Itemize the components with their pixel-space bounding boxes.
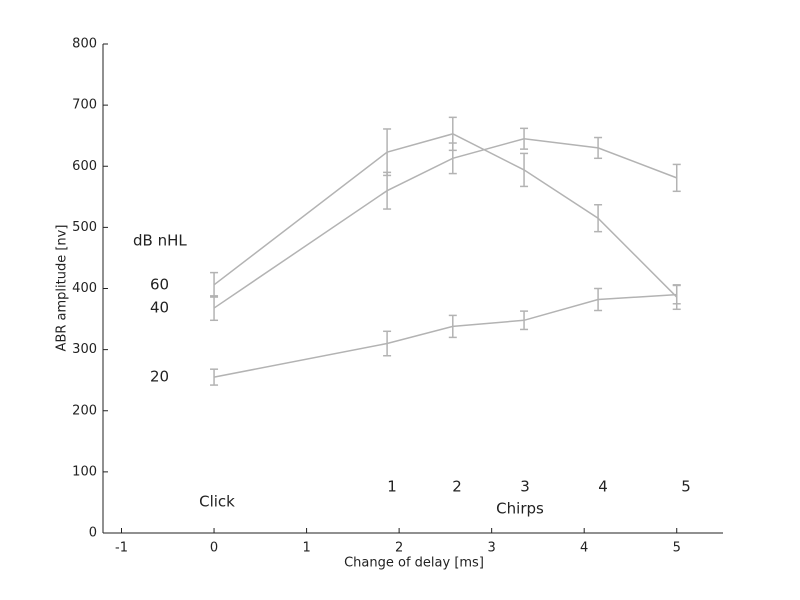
error-bar: [672, 284, 681, 305]
error-bar: [520, 127, 529, 150]
annotation: 5: [681, 478, 691, 496]
error-bar: [594, 204, 603, 233]
legend-title: dB nHL: [133, 232, 187, 250]
y-tick-label: 600: [72, 159, 97, 174]
x-tick-label: 4: [580, 541, 588, 556]
y-tick-label: 0: [89, 526, 97, 541]
y-tick-label: 800: [72, 37, 97, 52]
y-tick-label: 200: [72, 403, 97, 418]
x-axis-label: Change of delay [ms]: [344, 556, 484, 571]
error-bar: [210, 295, 219, 322]
annotation: 1: [387, 478, 397, 496]
annotation: Chirps: [496, 500, 544, 518]
series-label: 40: [150, 299, 169, 317]
x-tick-label: 5: [673, 541, 681, 556]
error-bar: [383, 171, 392, 210]
x-tick-label: 2: [395, 541, 403, 556]
error-bar: [448, 314, 457, 339]
error-bar: [383, 330, 392, 357]
annotation: 3: [520, 478, 530, 496]
annotation: 2: [452, 478, 462, 496]
error-bar: [520, 310, 529, 331]
error-bar: [210, 271, 219, 298]
error-bar: [594, 287, 603, 312]
series-line: [213, 293, 677, 378]
x-tick-label: -1: [115, 541, 128, 556]
y-tick-label: 300: [72, 342, 97, 357]
series-label: 20: [150, 368, 169, 386]
y-tick-label: 400: [72, 281, 97, 296]
x-tick-label: 1: [302, 541, 310, 556]
error-bar: [210, 368, 219, 386]
annotation: 4: [598, 478, 608, 496]
series-line: [213, 133, 678, 298]
x-tick-label: 0: [210, 541, 218, 556]
error-bar: [672, 163, 681, 193]
error-bar: [448, 142, 457, 175]
annotation: Click: [199, 493, 235, 511]
x-tick-label: 3: [488, 541, 496, 556]
error-bar: [594, 136, 603, 160]
series-label: 60: [150, 275, 169, 293]
series-line: [213, 137, 677, 309]
error-bar: [383, 128, 392, 177]
error-bar: [520, 152, 529, 188]
y-tick-label: 700: [72, 98, 97, 113]
y-axis-label: ABR amplitude [nv]: [55, 225, 70, 352]
y-tick-label: 100: [72, 464, 97, 479]
y-tick-label: 500: [72, 220, 97, 235]
